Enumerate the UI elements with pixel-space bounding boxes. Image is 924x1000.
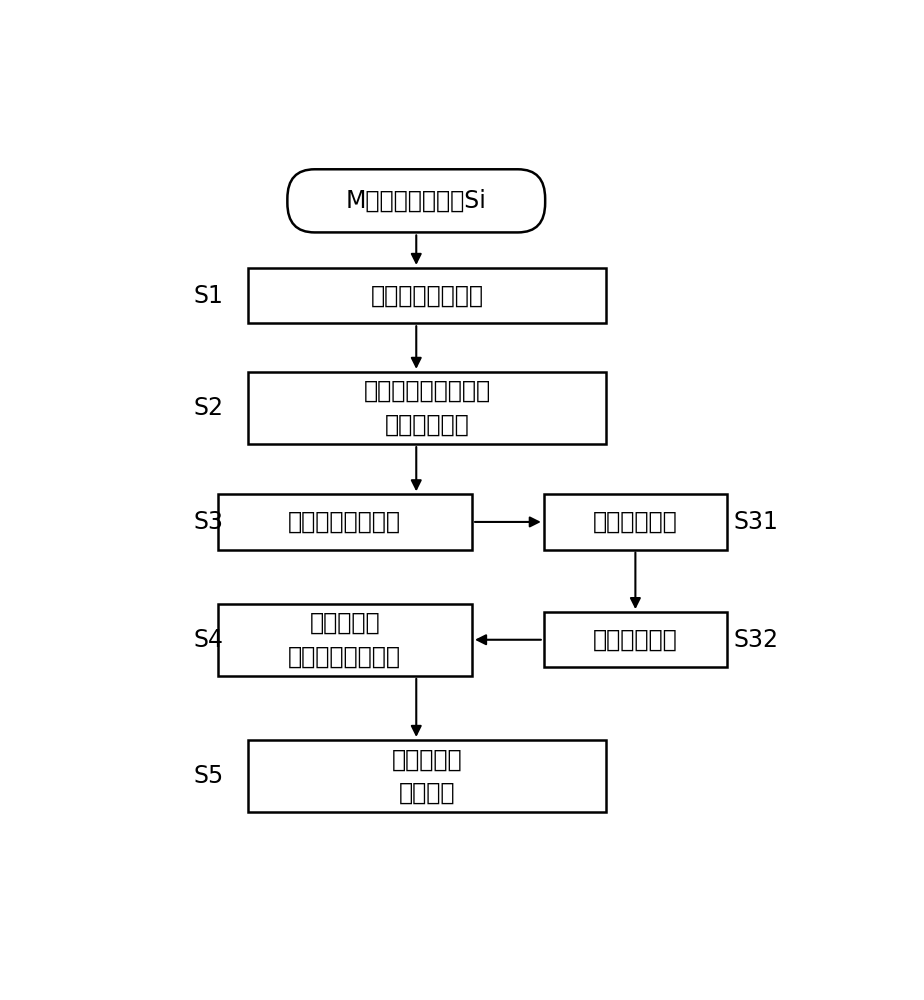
Bar (217, 604, 472, 676)
Bar (248, 740, 606, 812)
Bar (248, 268, 606, 323)
Text: M个阵元接收信号Si: M个阵元接收信号Si (346, 189, 487, 213)
Text: 将射频模拟信号变为
中频数字信号: 将射频模拟信号变为 中频数字信号 (363, 379, 491, 437)
Text: S31: S31 (734, 510, 779, 534)
Text: 整数延时补偿: 整数延时补偿 (593, 510, 678, 534)
Text: S2: S2 (194, 396, 224, 420)
Text: S5: S5 (193, 764, 224, 788)
Text: S4: S4 (194, 628, 224, 652)
Text: 对信号做延时补偿: 对信号做延时补偿 (288, 510, 401, 534)
FancyBboxPatch shape (287, 169, 545, 232)
Text: S1: S1 (194, 284, 224, 308)
Text: 分数延时补偿: 分数延时补偿 (593, 628, 678, 652)
Bar (544, 494, 726, 550)
Bar (217, 494, 472, 550)
Text: 建立接收信号模型: 建立接收信号模型 (371, 284, 483, 308)
Bar (544, 612, 726, 667)
Text: S3: S3 (194, 510, 224, 534)
Bar (248, 372, 606, 444)
Text: 引入权向量
波束合成: 引入权向量 波束合成 (392, 747, 462, 805)
Text: S32: S32 (734, 628, 779, 652)
Text: 数字下变频
变为基带复数信号: 数字下变频 变为基带复数信号 (288, 611, 401, 668)
